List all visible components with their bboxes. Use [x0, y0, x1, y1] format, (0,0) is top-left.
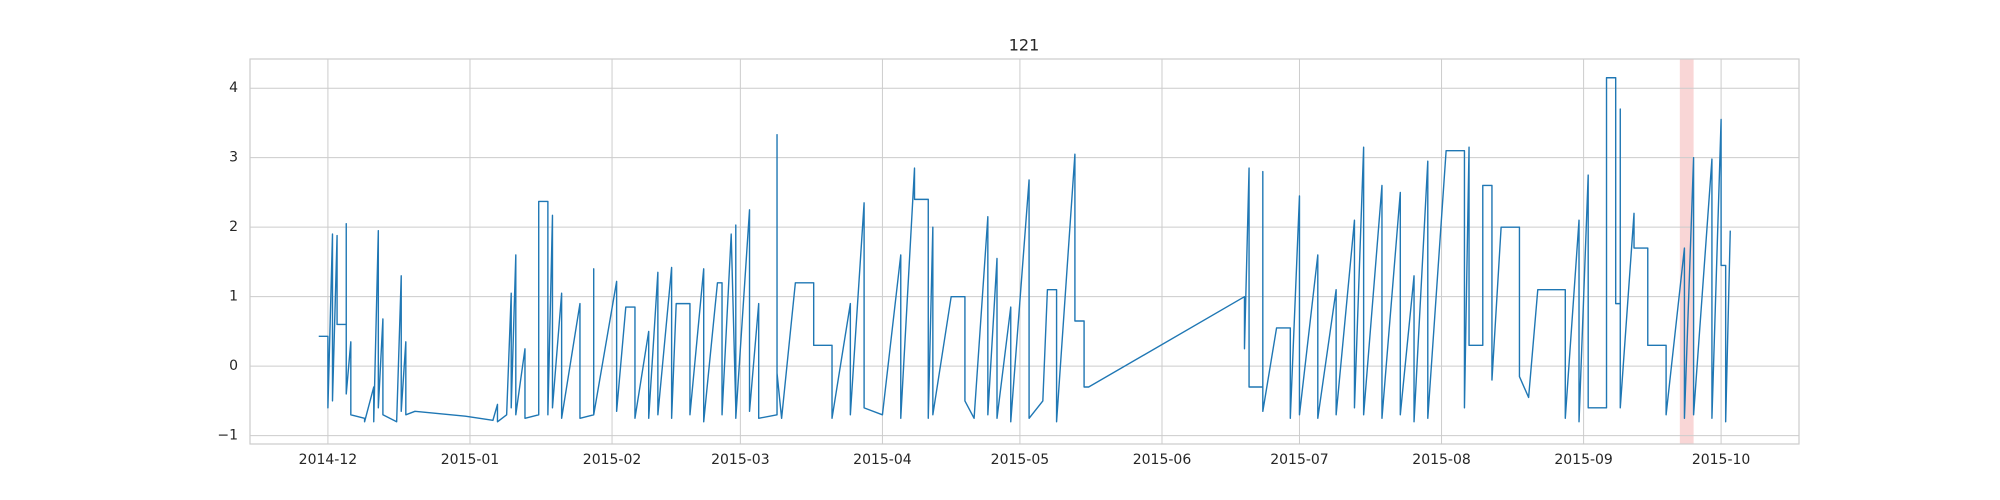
x-tick-label: 2015-01	[441, 452, 500, 468]
data-line	[318, 77, 1731, 423]
y-tick-label: 3	[229, 150, 238, 166]
y-tick-label: 0	[229, 358, 238, 374]
y-tick-label: 2	[229, 219, 238, 235]
x-tick-label: 2015-06	[1133, 452, 1192, 468]
y-tick-label: 4	[229, 80, 238, 96]
x-tick-label: 2015-05	[991, 452, 1050, 468]
x-tick-label: 2015-10	[1692, 452, 1751, 468]
x-tick-label: 2015-09	[1554, 452, 1613, 468]
chart-title: 121	[1009, 36, 1040, 55]
plot-frame	[249, 58, 1800, 445]
y-tick-label: 1	[229, 289, 238, 305]
y-tick-label: −1	[217, 428, 238, 444]
x-tick-label: 2015-02	[583, 452, 642, 468]
x-tick-label: 2015-07	[1270, 452, 1329, 468]
x-tick-label: 2015-03	[711, 452, 770, 468]
highlight-span	[1679, 59, 1694, 444]
x-tick-label: 2014-12	[299, 452, 358, 468]
x-tick-label: 2015-08	[1412, 452, 1471, 468]
x-tick-label: 2015-04	[853, 452, 912, 468]
